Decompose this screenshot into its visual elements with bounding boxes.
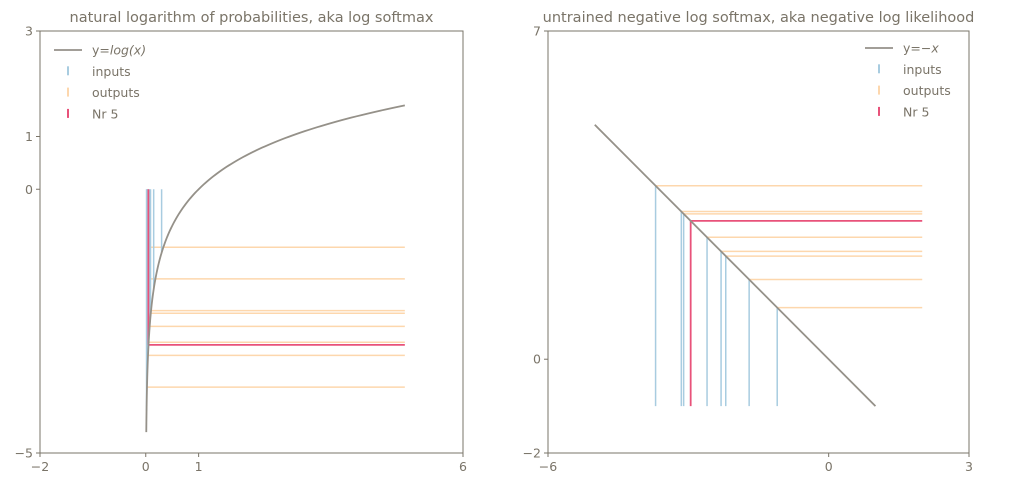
x-tick-label: 3 xyxy=(965,459,973,474)
legend: y=log(x) inputs outputs Nr 5 xyxy=(54,43,146,121)
legend-outputs-label: outputs xyxy=(903,83,951,98)
legend-label: y=−x xyxy=(903,41,939,56)
x-tick-label: 0 xyxy=(825,459,833,474)
axes-frame xyxy=(39,30,464,454)
chart-title: untrained negative log softmax, aka nega… xyxy=(543,10,975,26)
legend-label-plain: y= xyxy=(903,41,921,56)
legend-outputs-label: outputs xyxy=(92,85,140,100)
chart-1: natural logarithm of probabilities, aka … xyxy=(15,10,467,474)
legend-inputs-label: inputs xyxy=(92,64,131,79)
y-tick-label: 3 xyxy=(25,24,33,39)
y-tick-label: 1 xyxy=(25,129,33,144)
y-tick-label: −5 xyxy=(15,446,33,461)
x-tick-label: −2 xyxy=(31,459,49,474)
x-tick-label: 6 xyxy=(459,459,467,474)
legend: y=−x inputs outputs Nr 5 xyxy=(865,41,951,119)
curve-line xyxy=(594,124,877,407)
chart-title: natural logarithm of probabilities, aka … xyxy=(70,10,434,26)
plot-area xyxy=(145,104,406,433)
legend-label: y=log(x) xyxy=(92,43,146,58)
axes-frame xyxy=(547,30,970,454)
legend-label-italic: −x xyxy=(921,41,939,56)
y-tick-label: 0 xyxy=(25,182,33,197)
legend-inputs-label: inputs xyxy=(903,62,942,77)
plot-area xyxy=(594,124,923,407)
y-tick-label: −2 xyxy=(523,446,541,461)
legend-label-italic: log(x) xyxy=(110,43,146,58)
x-tick-label: −6 xyxy=(539,459,557,474)
legend-label-plain: y= xyxy=(92,43,110,58)
y-tick-label: 7 xyxy=(533,24,541,39)
x-tick-label: 1 xyxy=(195,459,203,474)
legend-highlight-label: Nr 5 xyxy=(903,104,929,119)
x-tick-label: 0 xyxy=(142,459,150,474)
chart-2: untrained negative log softmax, aka nega… xyxy=(523,10,975,474)
curve-line xyxy=(145,104,406,433)
y-tick-label: 0 xyxy=(533,352,541,367)
legend-highlight-label: Nr 5 xyxy=(92,106,118,121)
